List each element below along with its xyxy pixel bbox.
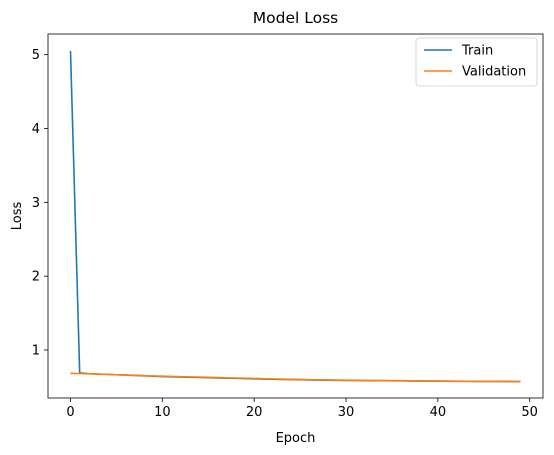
x-axis-ticks: 0 10 20 30 40 50	[66, 398, 538, 420]
x-tick-label: 0	[66, 405, 74, 420]
legend: Train Validation	[415, 37, 538, 87]
y-tick-label: 4	[32, 122, 40, 137]
x-tick-label: 20	[246, 405, 263, 420]
x-tick-label: 40	[430, 405, 447, 420]
legend-label-validation: Validation	[462, 65, 526, 80]
series-line-validation	[70, 372, 521, 383]
x-axis-label: Epoch	[276, 431, 316, 446]
series-line-train	[69, 50, 521, 383]
y-tick-label: 5	[32, 48, 40, 63]
chart-title: Model Loss	[253, 9, 338, 27]
y-tick-label: 1	[32, 344, 40, 359]
x-tick-label: 30	[338, 405, 355, 420]
y-tick-label: 2	[32, 270, 40, 285]
x-tick-label: 10	[154, 405, 171, 420]
y-tick-label: 3	[32, 196, 40, 211]
y-axis-ticks: 1 2 3 4 5	[32, 48, 48, 359]
axes-frame	[47, 33, 544, 399]
plot-area	[69, 50, 521, 383]
legend-label-train: Train	[461, 44, 493, 59]
x-tick-label: 50	[521, 405, 538, 420]
y-axis-label: Loss	[10, 202, 25, 231]
